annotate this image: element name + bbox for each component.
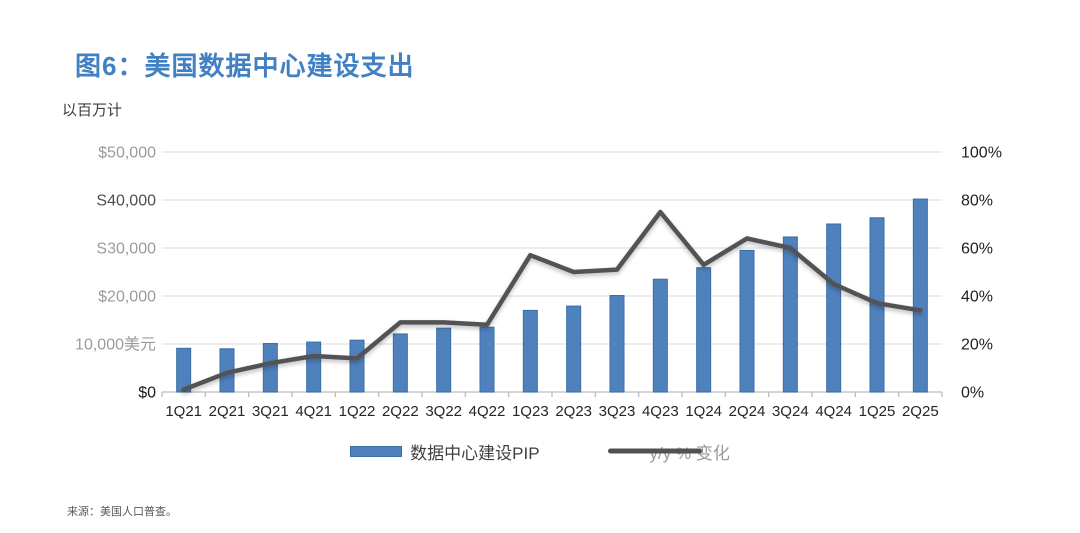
y-axis-label-right: 40% bbox=[961, 289, 993, 306]
y-axis-label-left: $0 bbox=[138, 385, 156, 402]
bar-legend-swatch bbox=[350, 445, 403, 457]
x-axis-label: 2Q22 bbox=[382, 403, 419, 420]
bar bbox=[782, 236, 798, 393]
y-axis-label-right: 60% bbox=[961, 241, 993, 258]
x-axis-label: 2Q21 bbox=[209, 403, 246, 420]
y-axis-label-right: 0% bbox=[961, 385, 984, 402]
axis-labels: $0 0% 10,000美元 20% $20,000 40% S30,000 60% S40,0… bbox=[75, 145, 1002, 421]
bar bbox=[522, 309, 538, 393]
bar bbox=[479, 326, 495, 393]
x-axis-label: 2Q23 bbox=[555, 403, 592, 420]
bar bbox=[609, 295, 625, 393]
line-series bbox=[181, 209, 923, 392]
x-axis-label: 4Q23 bbox=[642, 403, 679, 420]
yoy-trend-line bbox=[181, 209, 923, 392]
x-axis-label: 3Q21 bbox=[252, 403, 289, 420]
axis-units-label: 以百万计 bbox=[62, 102, 123, 119]
x-axis-label: 1Q21 bbox=[165, 403, 202, 420]
x-axis-label: 3Q23 bbox=[599, 403, 636, 420]
bar bbox=[696, 267, 712, 393]
x-axis-label: 1Q24 bbox=[685, 403, 722, 420]
bar bbox=[349, 339, 365, 393]
source-note: 来源：美国人口普查。 bbox=[67, 506, 177, 518]
y-axis-label-left: 10,000美元 bbox=[75, 336, 156, 354]
x-axis-label: 3Q22 bbox=[425, 403, 462, 420]
bar bbox=[652, 278, 668, 393]
y-axis-label-left: S30,000 bbox=[96, 241, 156, 258]
x-axis-label: 4Q21 bbox=[295, 403, 332, 420]
x-axis-label: 1Q25 bbox=[859, 403, 896, 420]
gridlines bbox=[161, 151, 943, 397]
x-axis-label: 1Q22 bbox=[339, 403, 376, 420]
bar-series bbox=[176, 198, 928, 393]
y-axis-label-left: $20,000 bbox=[98, 289, 156, 306]
x-axis-label: 2Q24 bbox=[729, 403, 766, 420]
bar bbox=[566, 305, 582, 393]
x-axis-label: 4Q24 bbox=[815, 403, 852, 420]
bar bbox=[739, 249, 755, 393]
bar bbox=[436, 327, 452, 393]
line-legend-swatch bbox=[607, 448, 702, 454]
bar bbox=[262, 343, 278, 393]
y-axis-label-right: 100% bbox=[961, 145, 1002, 162]
chart-title: 图6：美国数据中心建设支出 bbox=[75, 51, 415, 81]
x-axis-label: 2Q25 bbox=[902, 403, 939, 420]
bar bbox=[176, 347, 192, 393]
bar bbox=[306, 341, 322, 393]
bar bbox=[826, 223, 842, 393]
x-axis-label: 4Q22 bbox=[469, 403, 506, 420]
legend-label-bars: 数据中心建设PIP bbox=[410, 443, 540, 463]
y-axis-label-left: $50,000 bbox=[98, 145, 156, 162]
legend-item-line: y/y % 变化 bbox=[607, 439, 730, 464]
legend-item-bars: 数据中心建设PIP bbox=[350, 439, 540, 464]
y-axis-label-right: 80% bbox=[961, 193, 993, 210]
bar bbox=[912, 198, 928, 393]
x-axis-label: 1Q23 bbox=[512, 403, 549, 420]
chart-legend: 数据中心建设PIP y/y % 变化 bbox=[60, 437, 1020, 465]
y-axis-label-left: S40,000 bbox=[96, 193, 156, 210]
y-axis-label-right: 20% bbox=[961, 337, 993, 354]
bar bbox=[392, 333, 408, 393]
x-axis-label: 3Q24 bbox=[772, 403, 809, 420]
